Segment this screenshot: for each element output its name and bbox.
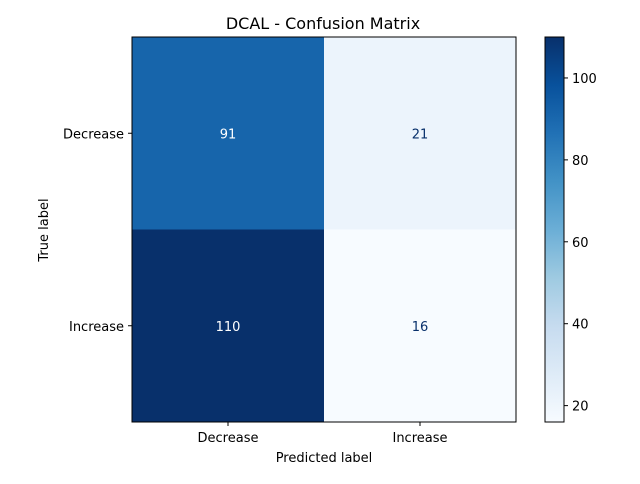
colorbar-tick-label: 40: [572, 318, 589, 333]
chart-title: DCAL - Confusion Matrix: [226, 14, 420, 33]
colorbar-tick-label: 80: [572, 154, 589, 169]
colorbar-tick-label: 60: [572, 236, 589, 251]
cell-value-label: 21: [412, 127, 429, 142]
colorbar-tick-label: 20: [572, 400, 589, 415]
matrix-cell: [324, 229, 516, 422]
y-axis-ticks: Decrease Increase: [63, 127, 132, 335]
colorbar: [544, 36, 565, 423]
cell-value-label: 91: [220, 127, 237, 142]
matrix-cell: [324, 37, 516, 230]
matrix-cell: [132, 37, 324, 230]
cell-value-label: 16: [412, 320, 429, 335]
y-tick-label: Increase: [69, 320, 124, 335]
colorbar-tick-label: 100: [572, 72, 597, 87]
matrix-cells: 91 21 110 16: [132, 37, 516, 422]
y-tick-label: Decrease: [63, 127, 124, 142]
x-axis-label: Predicted label: [276, 451, 373, 466]
y-axis-label: True label: [37, 198, 52, 262]
matrix-cell: [132, 229, 324, 422]
cell-value-label: 110: [216, 320, 241, 335]
colorbar-ticks: 20 40 60 80 100: [564, 72, 597, 415]
x-axis-ticks: Decrease Increase: [198, 422, 448, 446]
plot-frame: [131, 36, 517, 423]
x-tick-label: Increase: [392, 431, 447, 446]
x-tick-label: Decrease: [198, 431, 259, 446]
